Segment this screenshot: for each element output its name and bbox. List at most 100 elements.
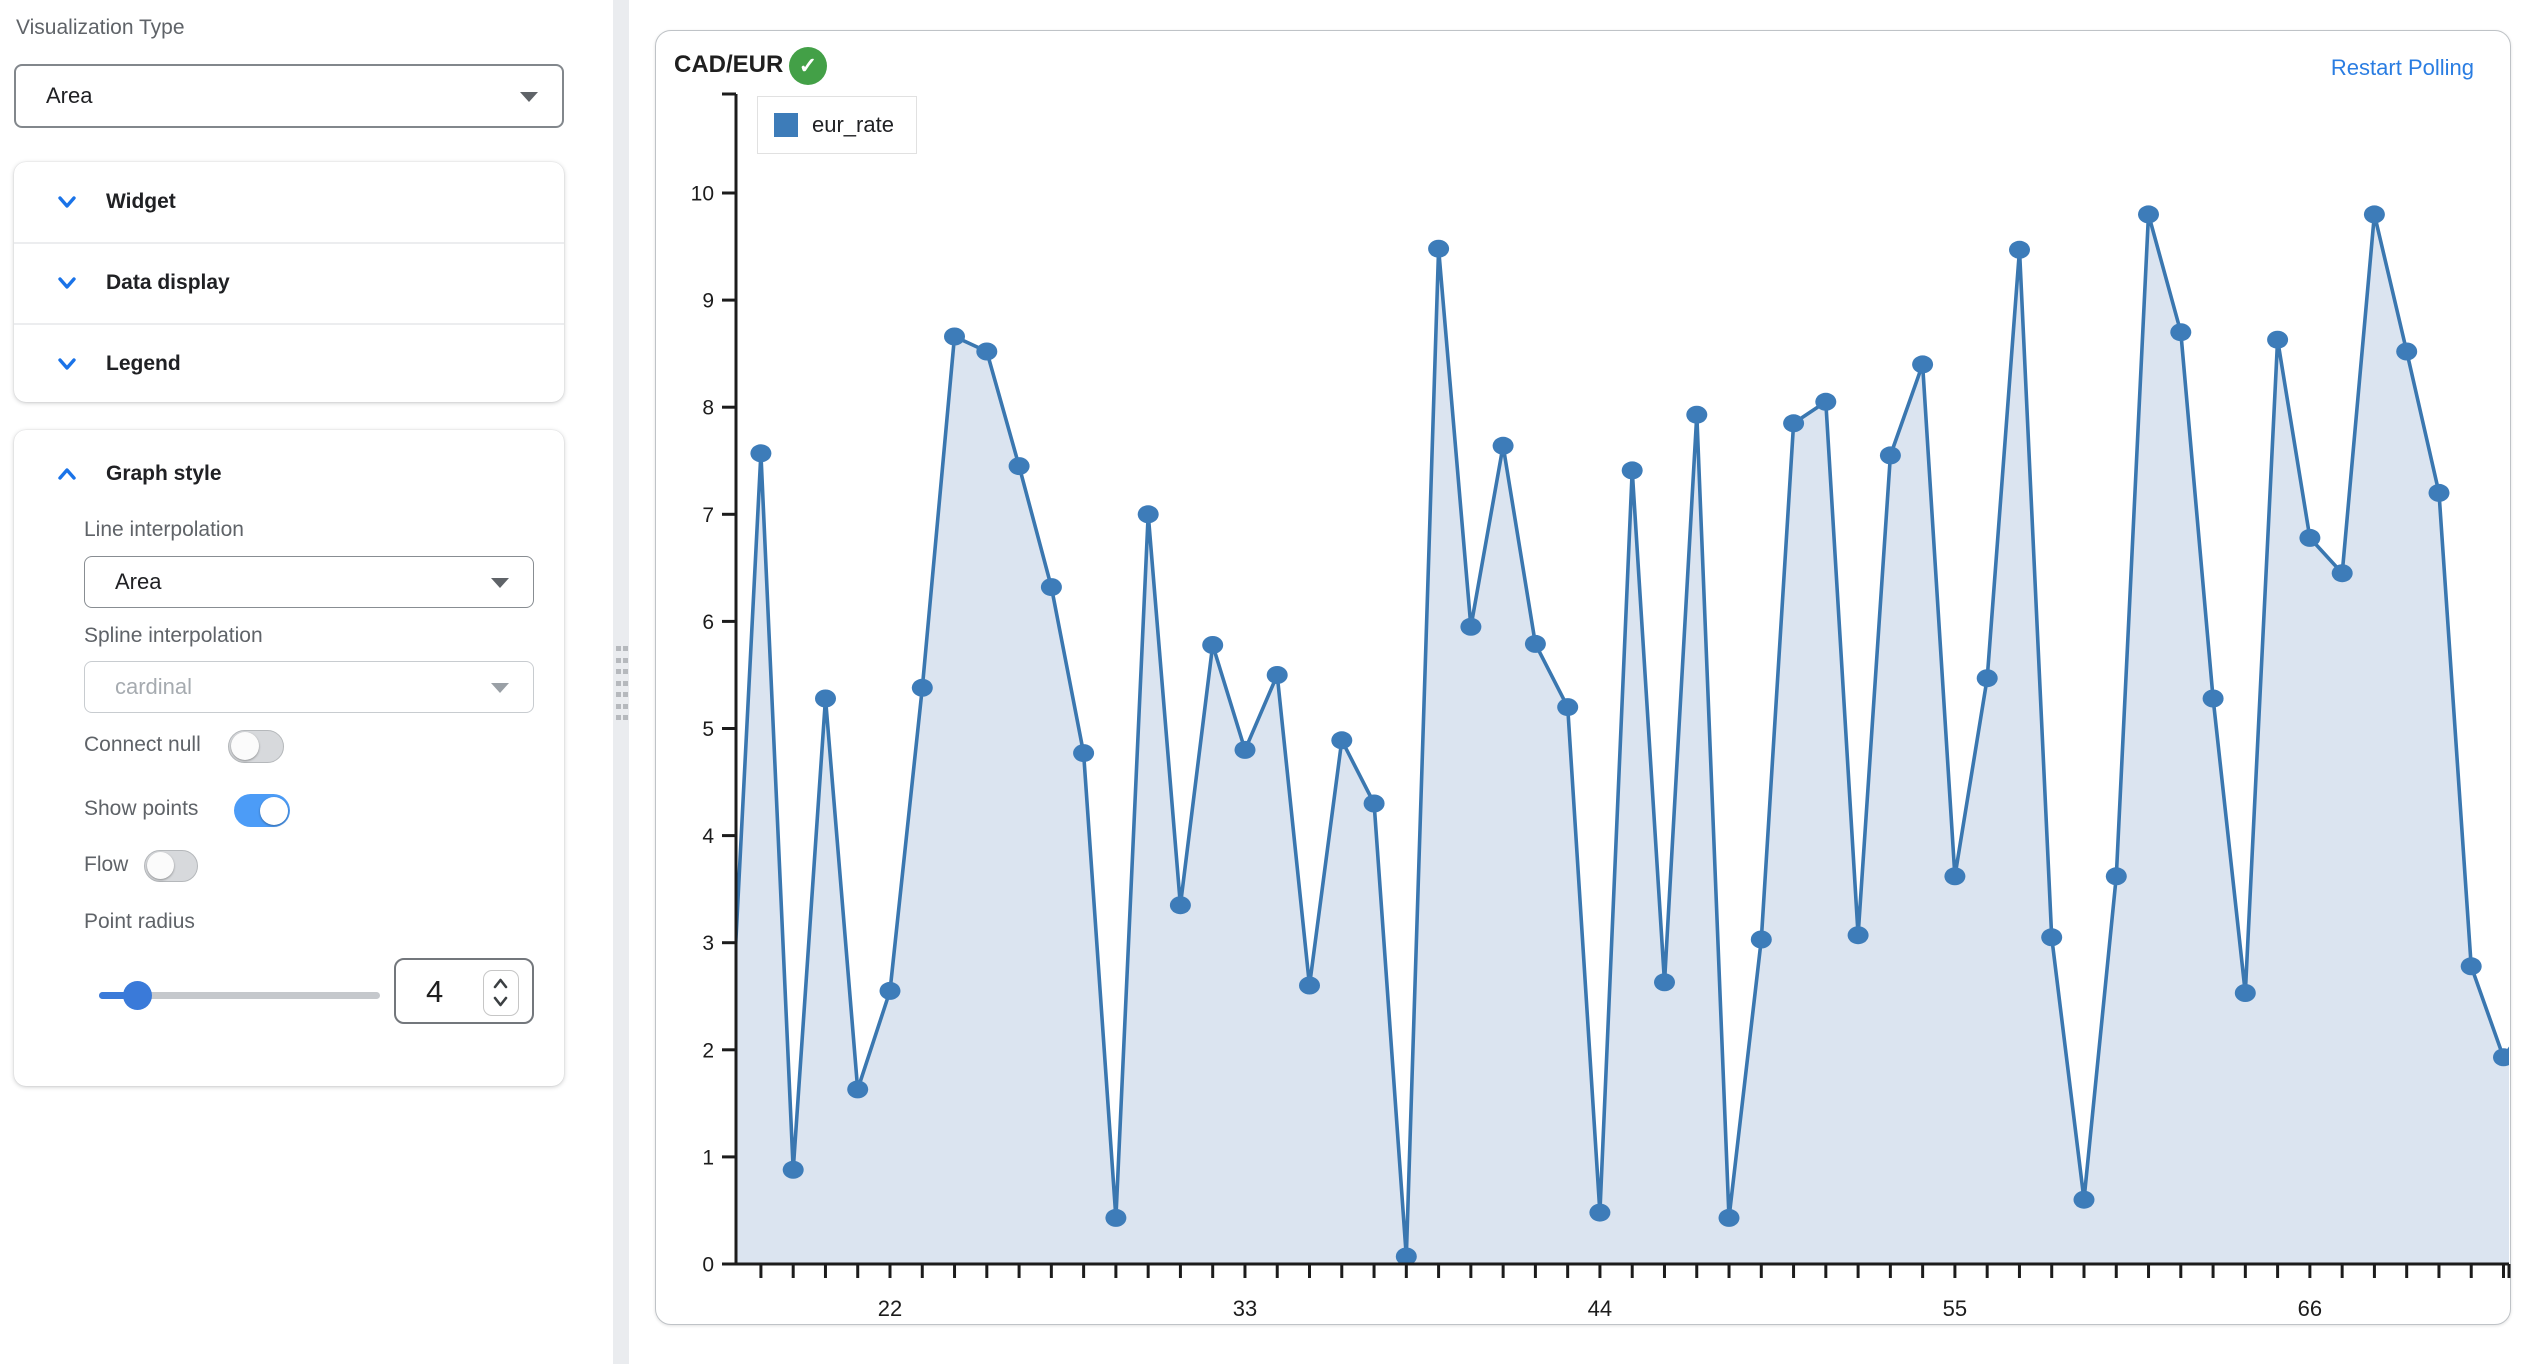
spline-interpolation-select[interactable]: cardinal	[84, 661, 534, 713]
data-point[interactable]	[1492, 436, 1514, 455]
svg-text:22: 22	[878, 1296, 902, 1321]
svg-text:6: 6	[702, 611, 714, 634]
data-point[interactable]	[1105, 1208, 1127, 1227]
data-point[interactable]	[1589, 1203, 1611, 1222]
data-point[interactable]	[1524, 634, 1546, 653]
data-point[interactable]	[1363, 794, 1385, 813]
data-point[interactable]	[1073, 744, 1095, 763]
spline-interpolation-value: cardinal	[115, 674, 193, 699]
spinner-arrows-icon[interactable]	[484, 971, 517, 1014]
accordion-data-display-label: Data display	[106, 271, 230, 294]
data-point[interactable]	[2138, 205, 2159, 224]
chevron-down-icon	[58, 358, 76, 370]
svg-text:44: 44	[1588, 1296, 1612, 1321]
accordion-legend[interactable]: Legend	[14, 324, 564, 404]
data-point[interactable]	[1266, 666, 1288, 684]
data-point[interactable]	[1202, 636, 1224, 654]
data-point[interactable]	[2170, 323, 2192, 342]
visualization-type-select[interactable]: Area	[14, 64, 564, 128]
data-point[interactable]	[1686, 405, 1708, 424]
settings-sidebar: Visualization Type Area Widget Data disp…	[0, 0, 612, 1364]
spline-interpolation-label: Spline interpolation	[84, 624, 263, 647]
data-point[interactable]	[2105, 867, 2127, 886]
number-spinner[interactable]	[483, 970, 519, 1016]
data-point[interactable]	[2493, 1048, 2512, 1067]
toggle-knob	[259, 796, 288, 825]
data-point[interactable]	[1879, 446, 1901, 465]
data-point[interactable]	[1137, 505, 1159, 524]
accordion-graph-style-label: Graph style	[106, 462, 222, 485]
data-point[interactable]	[976, 342, 998, 361]
svg-text:5: 5	[702, 718, 714, 741]
flow-label: Flow	[84, 853, 129, 876]
data-point[interactable]	[1815, 392, 1837, 411]
data-point[interactable]	[1557, 698, 1579, 717]
point-radius-value: 4	[426, 974, 444, 1009]
accordion-widget-label: Widget	[106, 190, 176, 213]
data-point[interactable]	[1460, 617, 1482, 636]
svg-text:10: 10	[691, 183, 714, 206]
data-point[interactable]	[2363, 205, 2385, 224]
data-point[interactable]	[1976, 669, 1998, 688]
data-point[interactable]	[1395, 1247, 1417, 1266]
svg-text:33: 33	[1233, 1296, 1257, 1321]
accordion-widget[interactable]: Widget	[14, 162, 564, 242]
data-point[interactable]	[879, 981, 901, 1000]
data-point[interactable]	[1944, 867, 1966, 886]
accordion-graph-style[interactable]: Graph style	[14, 434, 564, 514]
data-point[interactable]	[1234, 740, 1256, 759]
svg-text:66: 66	[2298, 1296, 2322, 1321]
data-point[interactable]	[750, 444, 772, 463]
area-chart[interactable]: 0 1 2 3 4 5 6 7 8 9 10 22 33 44 55 66	[656, 31, 2512, 1326]
data-point[interactable]	[1621, 461, 1643, 480]
data-point[interactable]	[2073, 1190, 2095, 1209]
slider-fill	[99, 992, 138, 999]
point-radius-input[interactable]: 4	[394, 958, 534, 1024]
svg-text:4: 4	[702, 825, 714, 848]
show-points-label: Show points	[84, 797, 199, 820]
data-point[interactable]	[2009, 240, 2030, 259]
data-point[interactable]	[1912, 355, 1934, 374]
point-radius-slider[interactable]	[99, 992, 380, 999]
data-point[interactable]	[2396, 342, 2418, 361]
connect-null-label: Connect null	[84, 733, 201, 756]
data-point[interactable]	[1718, 1208, 1740, 1227]
panel-resize-handle[interactable]	[613, 0, 629, 1364]
data-point[interactable]	[1008, 457, 1030, 476]
data-point[interactable]	[1654, 973, 1675, 992]
data-point[interactable]	[1331, 731, 1353, 750]
data-point[interactable]	[1783, 414, 1805, 433]
data-point[interactable]	[1169, 896, 1191, 915]
data-point[interactable]	[2234, 984, 2256, 1002]
data-point[interactable]	[944, 327, 965, 346]
data-point[interactable]	[1040, 578, 1062, 597]
flow-toggle[interactable]	[144, 850, 198, 882]
connect-null-toggle[interactable]	[228, 730, 284, 763]
data-point[interactable]	[815, 689, 836, 708]
data-point[interactable]	[2331, 564, 2353, 583]
data-point[interactable]	[1299, 976, 1320, 995]
chart-legend[interactable]: eur_rate	[757, 96, 917, 154]
data-point[interactable]	[2267, 330, 2289, 349]
data-point[interactable]	[2041, 928, 2063, 947]
divider-line	[14, 323, 564, 325]
data-point[interactable]	[2202, 689, 2224, 708]
data-point[interactable]	[1428, 239, 1450, 258]
data-point[interactable]	[911, 678, 933, 697]
line-interpolation-select[interactable]: Area	[84, 556, 534, 608]
data-point[interactable]	[2460, 957, 2482, 976]
data-point[interactable]	[2428, 483, 2450, 502]
svg-text:3: 3	[702, 932, 714, 955]
data-point[interactable]	[847, 1080, 869, 1099]
data-point[interactable]	[782, 1160, 804, 1179]
restart-polling-link[interactable]: Restart Polling	[2330, 55, 2474, 80]
accordion-data-display[interactable]: Data display	[14, 243, 564, 323]
line-interpolation-label: Line interpolation	[84, 518, 244, 541]
slider-handle[interactable]	[123, 981, 152, 1010]
data-point[interactable]	[1750, 930, 1772, 949]
data-point[interactable]	[2299, 528, 2321, 547]
show-points-toggle[interactable]	[234, 794, 290, 827]
toggle-knob	[230, 732, 259, 760]
divider-line	[14, 242, 564, 244]
data-point[interactable]	[1847, 926, 1869, 945]
